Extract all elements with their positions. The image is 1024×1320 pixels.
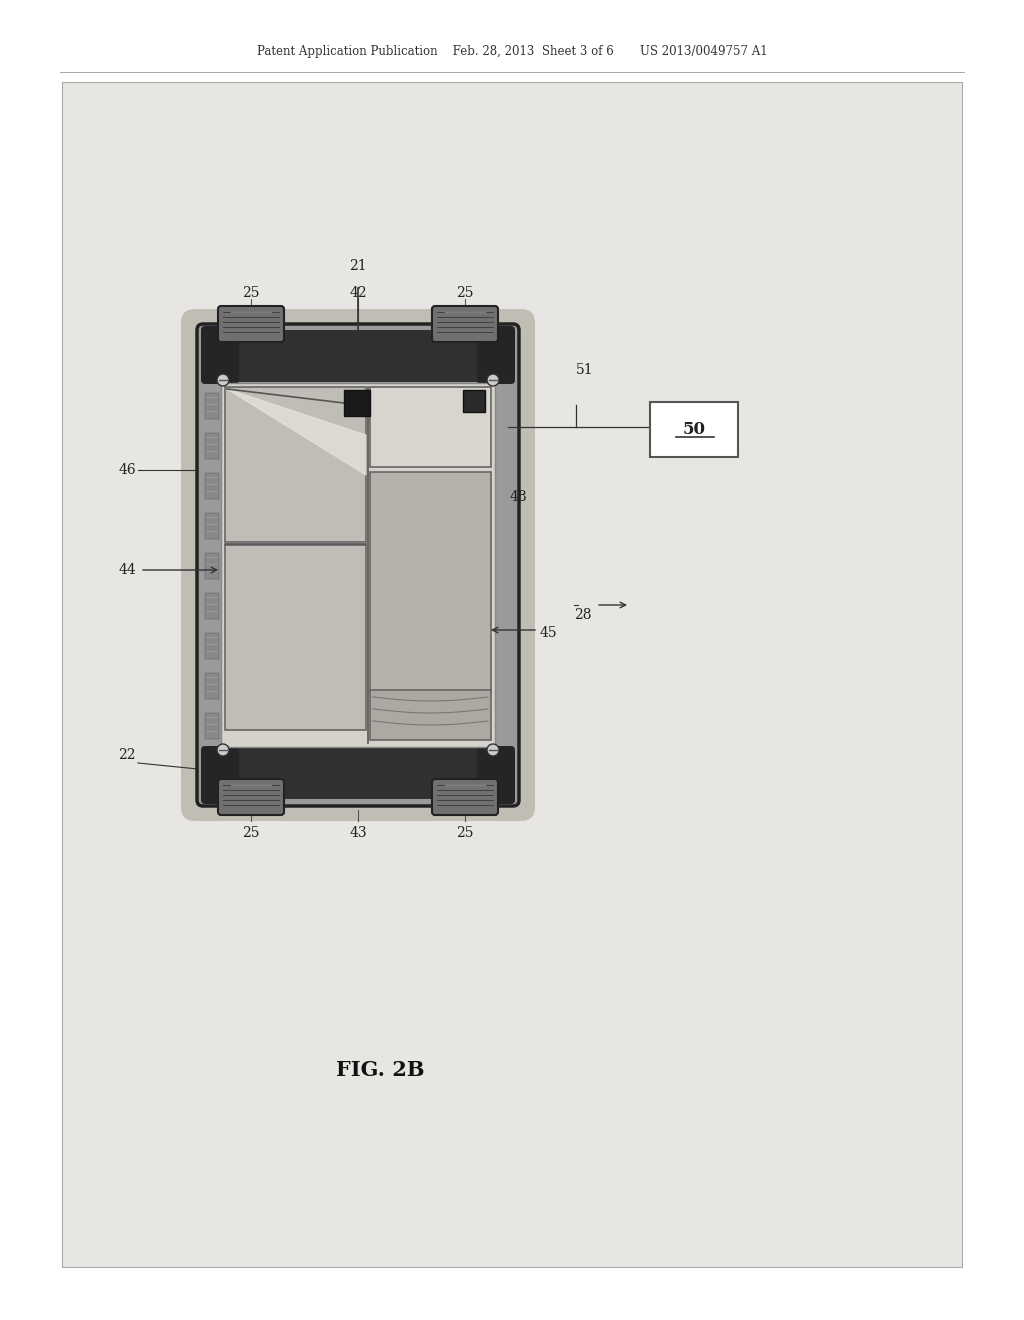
Bar bbox=[225, 545, 366, 730]
FancyBboxPatch shape bbox=[218, 306, 284, 342]
Bar bbox=[62, 82, 962, 1267]
Circle shape bbox=[487, 744, 499, 756]
Text: 45: 45 bbox=[540, 626, 558, 640]
Bar bbox=[221, 383, 495, 747]
Text: 49.2: 49.2 bbox=[258, 523, 289, 537]
Bar bbox=[370, 387, 490, 467]
Text: 28: 28 bbox=[574, 609, 592, 622]
Text: 25: 25 bbox=[243, 286, 260, 300]
Bar bbox=[205, 433, 219, 459]
FancyBboxPatch shape bbox=[477, 746, 515, 804]
Bar bbox=[463, 389, 485, 412]
Bar bbox=[205, 473, 219, 499]
Bar bbox=[205, 393, 219, 418]
Bar bbox=[205, 713, 219, 739]
Bar bbox=[205, 593, 219, 619]
Circle shape bbox=[487, 374, 499, 385]
Text: FIG. 2B: FIG. 2B bbox=[336, 1060, 424, 1080]
Text: 51: 51 bbox=[575, 363, 594, 378]
Text: Patent Application Publication    Feb. 28, 2013  Sheet 3 of 6       US 2013/0049: Patent Application Publication Feb. 28, … bbox=[257, 45, 767, 58]
FancyBboxPatch shape bbox=[201, 326, 239, 384]
Bar bbox=[650, 403, 738, 457]
Text: 42: 42 bbox=[349, 286, 367, 300]
Text: 43: 43 bbox=[349, 826, 367, 840]
Text: 50: 50 bbox=[683, 421, 706, 438]
Bar bbox=[205, 673, 219, 700]
Text: 46: 46 bbox=[119, 463, 136, 477]
FancyBboxPatch shape bbox=[201, 746, 239, 804]
Circle shape bbox=[217, 744, 229, 756]
FancyBboxPatch shape bbox=[181, 309, 535, 821]
Polygon shape bbox=[227, 389, 366, 475]
Bar bbox=[205, 747, 511, 799]
Text: 49.3: 49.3 bbox=[415, 593, 445, 607]
Text: 25: 25 bbox=[457, 826, 474, 840]
Text: 44: 44 bbox=[118, 564, 136, 577]
Bar bbox=[205, 634, 219, 659]
Text: 22: 22 bbox=[119, 748, 136, 762]
Bar bbox=[205, 553, 219, 579]
Text: 25: 25 bbox=[243, 826, 260, 840]
Text: 47: 47 bbox=[462, 748, 480, 762]
Text: 21: 21 bbox=[349, 259, 367, 273]
Bar bbox=[205, 513, 219, 539]
Bar bbox=[225, 387, 366, 543]
Text: 25: 25 bbox=[457, 286, 474, 300]
Bar bbox=[370, 690, 490, 741]
Bar bbox=[370, 473, 490, 692]
Bar bbox=[205, 330, 511, 381]
Text: 48: 48 bbox=[510, 490, 527, 504]
FancyBboxPatch shape bbox=[477, 326, 515, 384]
FancyBboxPatch shape bbox=[432, 779, 498, 814]
Circle shape bbox=[217, 374, 229, 385]
Bar bbox=[344, 389, 370, 416]
Text: 49.1: 49.1 bbox=[260, 663, 291, 677]
FancyBboxPatch shape bbox=[197, 323, 519, 807]
FancyBboxPatch shape bbox=[432, 306, 498, 342]
FancyBboxPatch shape bbox=[218, 779, 284, 814]
